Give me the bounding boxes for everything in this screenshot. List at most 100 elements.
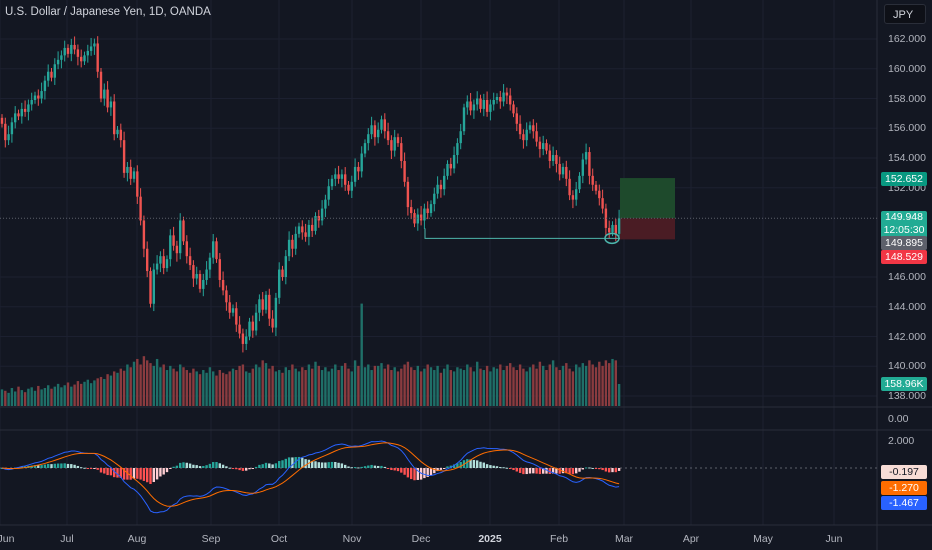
volume-bar	[297, 371, 301, 406]
histogram-bar	[136, 468, 139, 479]
volume-bar	[60, 387, 63, 406]
x-tick-label: Jun	[0, 533, 15, 545]
candle-body	[146, 248, 149, 272]
histogram-bar	[614, 468, 617, 473]
candle-body	[278, 269, 281, 298]
candle-body	[149, 271, 152, 304]
candle-body	[80, 56, 83, 62]
candle-body	[248, 321, 251, 337]
candle-body	[37, 95, 40, 99]
volume-bar	[66, 382, 70, 406]
currency-button[interactable]: JPY	[884, 4, 926, 24]
histogram-bar	[492, 465, 495, 468]
histogram-bar	[116, 468, 119, 478]
histogram-bar	[317, 462, 320, 468]
volume-bar	[459, 368, 462, 406]
candle-body	[221, 279, 225, 291]
candle-body	[337, 174, 340, 179]
volume-bar	[370, 370, 373, 406]
x-tick-label: Mar	[614, 533, 634, 545]
histogram-bar	[109, 468, 113, 476]
volume-bar	[205, 372, 208, 406]
histogram-bar	[113, 468, 116, 478]
histogram-bar	[304, 459, 307, 468]
histogram-bar	[495, 466, 499, 468]
candle-body	[479, 98, 482, 109]
volume-bar	[350, 371, 353, 406]
candle-body	[7, 134, 10, 141]
volume-bar	[509, 363, 512, 406]
histogram-value-label: -0.197	[881, 465, 927, 479]
volume-bar	[53, 386, 56, 406]
volume-bar	[228, 371, 231, 406]
y-tick-label: 146.000	[888, 271, 926, 283]
candle-body	[357, 166, 360, 172]
volume-bar	[86, 379, 89, 406]
volume-bar	[225, 374, 228, 406]
volume-bar	[386, 364, 390, 406]
histogram-bar	[538, 468, 542, 475]
histogram-bar	[502, 467, 505, 469]
volume-bar	[499, 364, 502, 406]
volume-bar	[353, 360, 357, 406]
histogram-bar	[231, 468, 235, 469]
candle-body	[10, 122, 14, 135]
volume-bar	[287, 370, 291, 406]
histogram-bar	[396, 468, 400, 472]
stop-zone	[620, 218, 675, 240]
histogram-bar	[301, 457, 304, 468]
volume-bar	[119, 368, 122, 406]
candle-body	[284, 256, 287, 277]
candles	[0, 36, 621, 353]
volume-bar	[169, 365, 172, 406]
y-tick-label: 162.000	[888, 33, 926, 45]
last-price-label: 149.948 12:05:30	[881, 211, 927, 238]
volume-bar	[360, 303, 363, 406]
volume-bar	[113, 371, 116, 406]
volume-bar	[264, 363, 268, 406]
volume-bar	[548, 364, 551, 406]
macd-value-label: -1.467	[881, 496, 927, 510]
histogram-bar	[248, 468, 251, 470]
volume-bar	[396, 371, 400, 406]
candle-body	[542, 143, 545, 150]
volume-bar	[261, 360, 264, 406]
candle-body	[162, 256, 165, 269]
volume-bar	[179, 364, 182, 406]
candle-body	[109, 101, 113, 108]
histogram-bar	[436, 468, 439, 472]
candle-body	[320, 208, 324, 221]
volume-bar	[109, 375, 113, 406]
histogram-bar	[278, 461, 281, 468]
histogram-bar	[208, 463, 212, 468]
histogram-bar	[340, 463, 344, 468]
volume-bar	[383, 368, 386, 406]
histogram-bar	[410, 468, 413, 480]
candle-body	[584, 152, 588, 160]
candle-body	[4, 123, 7, 141]
candle-body	[258, 299, 261, 313]
histogram-bar	[96, 468, 99, 470]
histogram-bar	[159, 468, 162, 477]
candle-body	[591, 175, 594, 185]
volume-bar	[238, 365, 241, 406]
volume-bar	[185, 370, 188, 406]
candle-body	[60, 55, 63, 60]
volume-bar	[27, 388, 30, 406]
histogram-bar	[429, 468, 433, 476]
histogram-bar	[274, 463, 278, 468]
candle-body	[426, 208, 429, 214]
candle-body	[439, 184, 443, 190]
histogram-bar	[261, 464, 264, 468]
histogram-bar	[37, 465, 40, 468]
volume-bar	[466, 364, 469, 406]
target-price-label: 152.652	[881, 172, 927, 186]
histogram-bar	[205, 465, 208, 468]
volume-bar	[344, 363, 347, 406]
volume-bar	[598, 361, 601, 406]
histogram-bar	[532, 468, 535, 474]
histogram-bar	[360, 466, 363, 468]
candle-body	[182, 220, 185, 242]
volume-bar	[373, 365, 377, 406]
